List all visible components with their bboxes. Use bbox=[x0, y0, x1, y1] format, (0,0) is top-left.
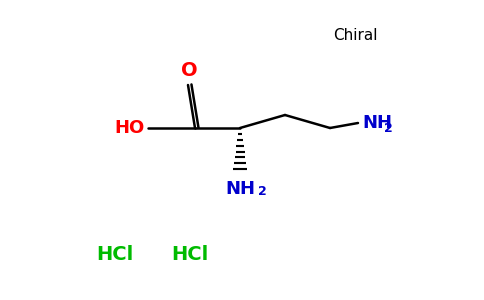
Text: HCl: HCl bbox=[171, 245, 209, 265]
Text: 2: 2 bbox=[384, 122, 393, 134]
Text: Chiral: Chiral bbox=[333, 28, 377, 43]
Text: 2: 2 bbox=[258, 185, 267, 198]
Text: O: O bbox=[181, 61, 197, 80]
Text: HO: HO bbox=[115, 119, 145, 137]
Text: HCl: HCl bbox=[96, 245, 134, 265]
Text: NH: NH bbox=[362, 114, 392, 132]
Text: NH: NH bbox=[225, 180, 255, 198]
